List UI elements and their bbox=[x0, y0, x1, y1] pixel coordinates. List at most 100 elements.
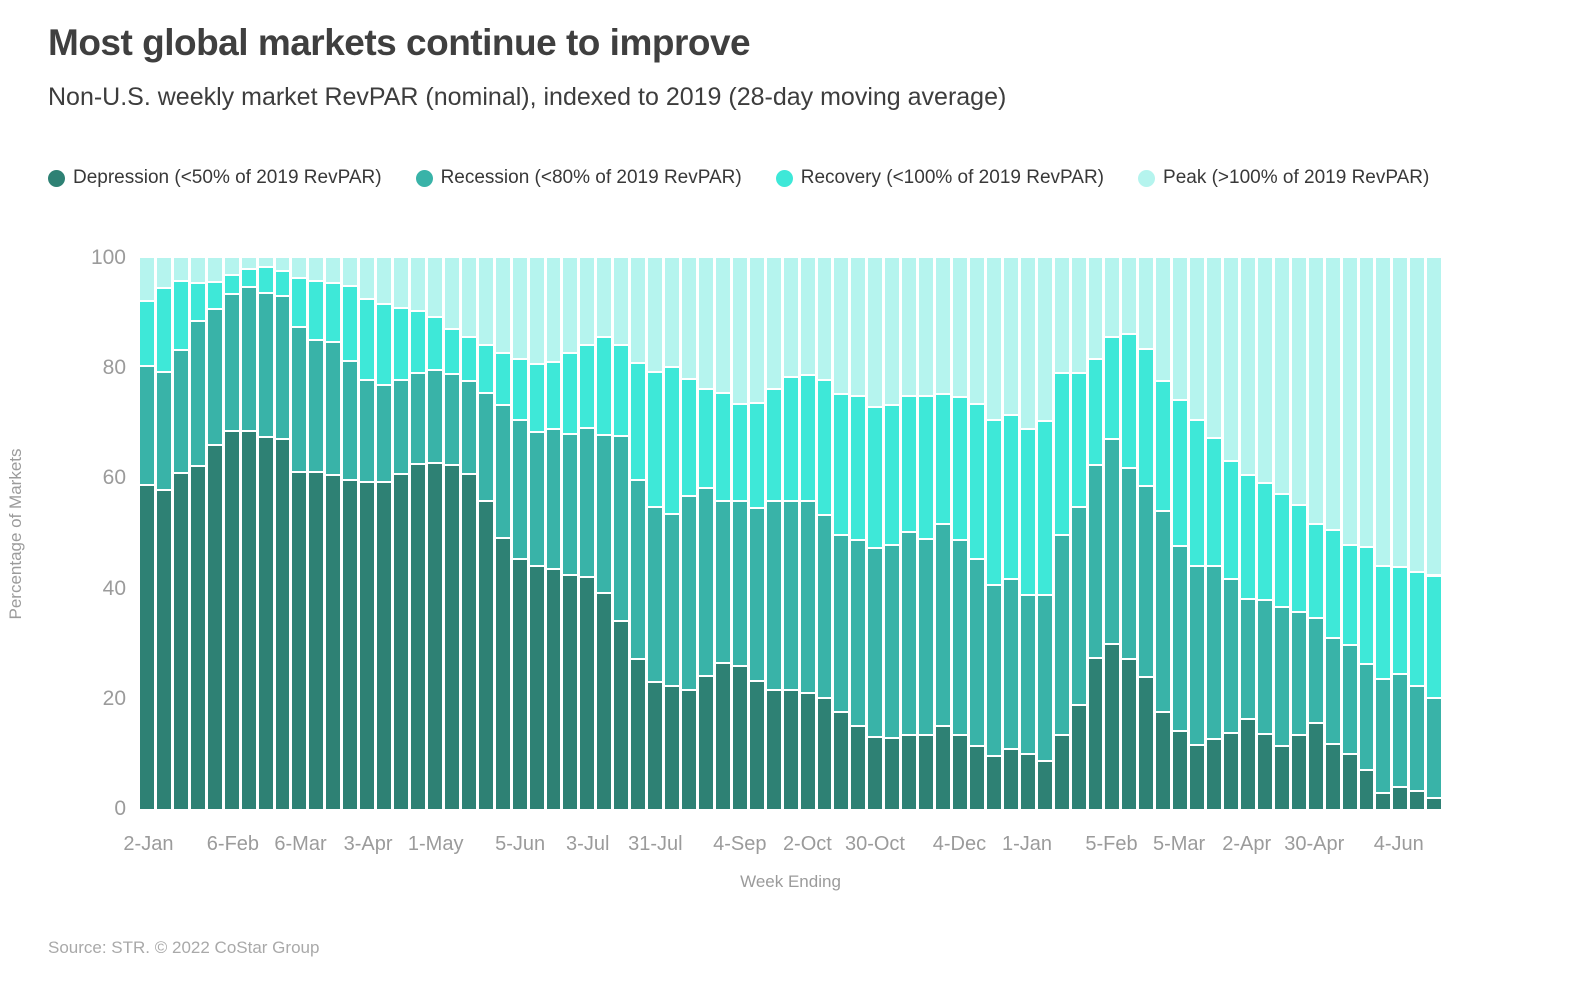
segment-peak bbox=[1342, 258, 1357, 547]
segment-recession bbox=[732, 502, 747, 668]
bar-stack bbox=[1071, 258, 1086, 809]
segment-recession bbox=[902, 532, 917, 737]
segment-recession bbox=[1224, 580, 1238, 734]
segment-recession bbox=[1139, 487, 1154, 678]
segment-recovery bbox=[969, 404, 984, 560]
segment-depression bbox=[834, 713, 849, 809]
x-tick-label: 5-Feb bbox=[1085, 833, 1138, 855]
segment-depression bbox=[411, 464, 425, 809]
segment-depression bbox=[1105, 644, 1120, 809]
bar-stack bbox=[783, 258, 798, 809]
segment-recovery bbox=[1308, 525, 1323, 620]
segment-recession bbox=[394, 380, 408, 475]
bar-stack bbox=[902, 258, 917, 809]
segment-recession bbox=[986, 586, 1001, 757]
x-tick-label: 6-Feb bbox=[206, 833, 260, 855]
source-note: Source: STR. © 2022 CoStar Group bbox=[48, 938, 320, 957]
segment-recession bbox=[1393, 675, 1408, 789]
segment-recession bbox=[698, 488, 713, 677]
segment-recovery bbox=[1376, 566, 1391, 680]
segment-depression bbox=[648, 682, 663, 809]
bar-series-container bbox=[140, 258, 1442, 809]
segment-recovery bbox=[1003, 416, 1018, 581]
segment-recession bbox=[411, 374, 425, 465]
segment-recovery bbox=[953, 397, 967, 542]
segment-recovery bbox=[732, 404, 747, 503]
segment-recovery bbox=[783, 378, 798, 502]
bar-stack bbox=[427, 258, 442, 809]
segment-peak bbox=[360, 258, 375, 300]
segment-recession bbox=[749, 509, 764, 682]
segment-recession bbox=[885, 546, 900, 740]
segment-peak bbox=[648, 258, 663, 373]
bar-stack bbox=[766, 258, 781, 809]
bar-stack bbox=[1020, 258, 1035, 809]
bar-stack bbox=[1257, 258, 1272, 809]
bar-stack bbox=[1274, 258, 1289, 809]
segment-depression bbox=[902, 736, 917, 809]
segment-recovery bbox=[1274, 494, 1289, 608]
segment-recovery bbox=[224, 276, 239, 295]
legend-item-recession: Recession (<80% of 2019 RevPAR) bbox=[415, 167, 742, 189]
x-tick-label: 1-May bbox=[407, 833, 464, 855]
segment-recovery bbox=[444, 330, 459, 375]
segment-peak bbox=[563, 258, 578, 355]
segment-recession bbox=[834, 536, 849, 714]
segment-peak bbox=[1240, 258, 1255, 476]
segment-depression bbox=[817, 699, 832, 809]
y-axis-title: Percentage of Markets bbox=[6, 447, 25, 620]
bar-stack bbox=[597, 258, 612, 809]
segment-peak bbox=[580, 258, 595, 347]
segment-peak bbox=[800, 258, 815, 377]
bar-stack bbox=[1291, 258, 1306, 809]
segment-recovery bbox=[648, 372, 663, 508]
segment-recovery bbox=[698, 390, 713, 489]
segment-recovery bbox=[258, 268, 273, 294]
bar-stack bbox=[140, 258, 154, 809]
segment-peak bbox=[241, 258, 256, 270]
segment-peak bbox=[411, 258, 425, 312]
bar-stack bbox=[495, 258, 510, 809]
segment-recession bbox=[512, 420, 527, 560]
chart-subtitle: Non-U.S. weekly market RevPAR (nominal),… bbox=[48, 83, 1007, 111]
segment-depression bbox=[1037, 761, 1052, 809]
segment-recovery bbox=[631, 363, 646, 482]
segment-recession bbox=[580, 428, 595, 578]
segment-depression bbox=[1088, 659, 1103, 809]
y-tick-label: 0 bbox=[114, 797, 126, 820]
segment-recession bbox=[444, 374, 459, 467]
segment-depression bbox=[1122, 660, 1137, 809]
segment-depression bbox=[1071, 705, 1086, 809]
bar-stack bbox=[411, 258, 425, 809]
bar-stack bbox=[394, 258, 408, 809]
bar-stack bbox=[461, 258, 476, 809]
segment-depression bbox=[546, 569, 561, 809]
segment-depression bbox=[631, 660, 646, 809]
segment-recession bbox=[1207, 567, 1221, 741]
segment-recovery bbox=[1291, 505, 1306, 614]
segment-peak bbox=[1427, 258, 1442, 577]
segment-peak bbox=[1088, 258, 1103, 360]
segment-recession bbox=[1359, 665, 1374, 771]
bar-stack bbox=[919, 258, 934, 809]
segment-peak bbox=[444, 258, 459, 331]
segment-depression bbox=[1224, 733, 1238, 809]
segment-peak bbox=[614, 258, 629, 346]
bar-stack bbox=[953, 258, 967, 809]
segment-recession bbox=[343, 362, 358, 482]
bar-stack bbox=[241, 258, 256, 809]
segment-recovery bbox=[1156, 381, 1171, 513]
segment-recovery bbox=[682, 380, 696, 498]
segment-peak bbox=[156, 258, 171, 290]
segment-peak bbox=[1224, 258, 1238, 462]
segment-recession bbox=[309, 340, 324, 473]
x-tick-label: 2-Oct bbox=[782, 833, 832, 855]
segment-peak bbox=[1071, 258, 1086, 374]
segment-recession bbox=[1105, 440, 1120, 645]
segment-peak bbox=[936, 258, 950, 396]
segment-depression bbox=[986, 756, 1001, 809]
segment-peak bbox=[529, 258, 544, 366]
segment-recession bbox=[631, 481, 646, 661]
bar-stack bbox=[343, 258, 358, 809]
segment-peak bbox=[766, 258, 781, 391]
